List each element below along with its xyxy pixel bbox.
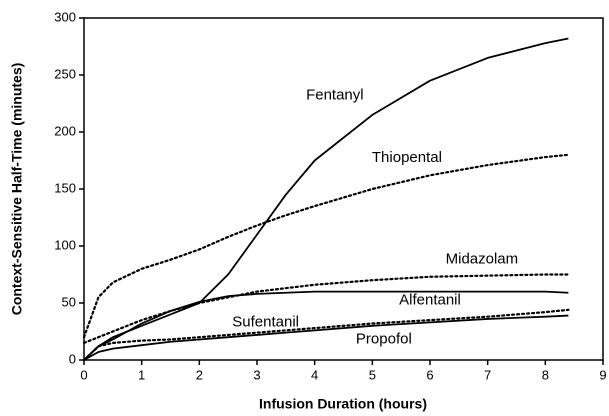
y-tick-label: 300 (54, 9, 76, 24)
series-label: Thiopental (372, 149, 442, 166)
series-label: Alfentanil (399, 292, 461, 309)
series-line (82, 153, 570, 339)
x-axis-title: Infusion Duration (hours) (259, 396, 427, 412)
x-tick-label: 3 (253, 367, 260, 382)
x-tick-label: 8 (542, 367, 549, 382)
series-label: Propofol (356, 330, 412, 347)
series-label: Fentanyl (306, 86, 364, 103)
series-label: Midazolam (446, 251, 519, 268)
series-label: Sufentanil (232, 313, 299, 330)
x-tick-label: 9 (599, 367, 606, 382)
y-tick-label: 100 (54, 237, 76, 252)
x-tick-label: 6 (426, 367, 433, 382)
x-tick-label: 1 (138, 367, 145, 382)
series-line (83, 290, 569, 361)
series-line (82, 308, 570, 362)
y-tick-label: 150 (54, 180, 76, 195)
x-tick-label: 7 (484, 367, 491, 382)
x-tick-label: 2 (196, 367, 203, 382)
y-axis-title: Context-Sensitive Half-Time (minutes) (9, 63, 25, 316)
series-line (83, 314, 569, 361)
plot-frame (83, 17, 604, 361)
y-tick-label: 50 (62, 294, 76, 309)
x-tick-label: 0 (80, 367, 87, 382)
y-tick-label: 0 (69, 351, 76, 366)
series-line (82, 273, 570, 344)
x-tick-label: 4 (311, 367, 318, 382)
y-tick-label: 250 (54, 66, 76, 81)
y-tick-label: 200 (54, 123, 76, 138)
x-tick-label: 5 (369, 367, 376, 382)
